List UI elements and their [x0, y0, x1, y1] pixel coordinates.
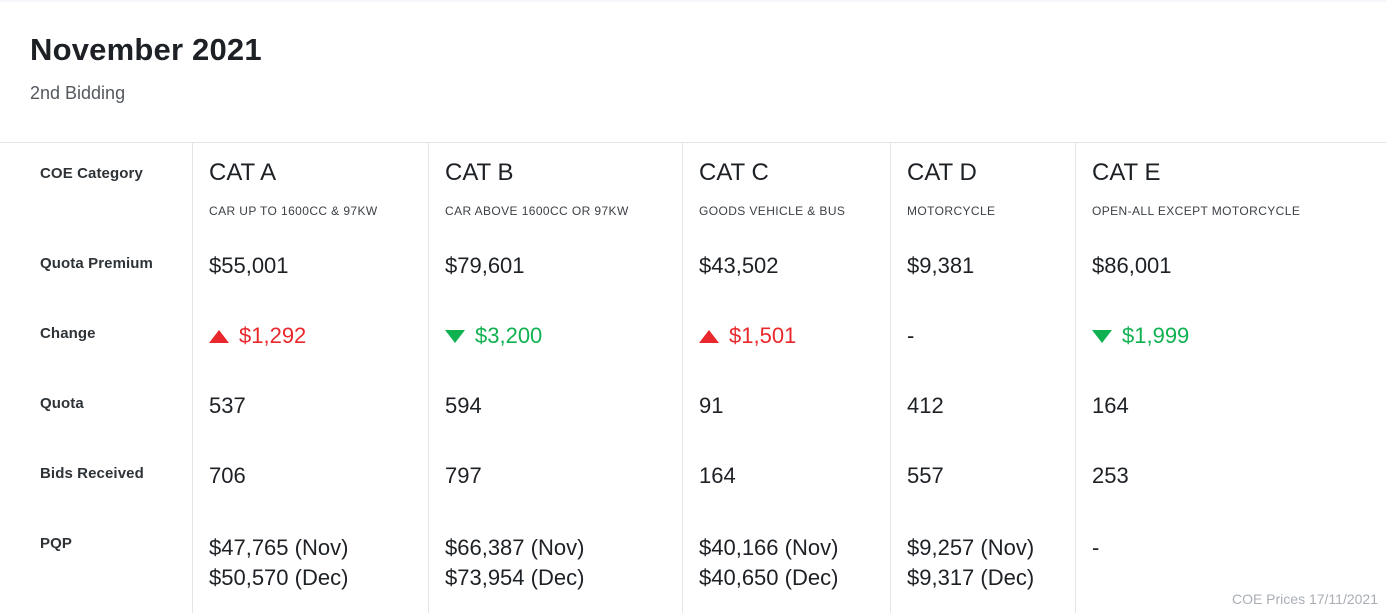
- pqp-value-dec: $40,650 (Dec): [699, 565, 839, 590]
- change-cell: $1,999: [1076, 311, 1386, 381]
- quota-value: 537: [209, 393, 246, 418]
- pqp-value-nov: -: [1092, 535, 1100, 560]
- pqp-value-nov: $66,387 (Nov): [445, 535, 585, 560]
- pqp-cell: $66,387 (Nov) $73,954 (Dec): [429, 521, 682, 613]
- source-note: COE Prices 17/11/2021: [1231, 591, 1378, 607]
- bids-received-value: 557: [907, 463, 944, 488]
- change-direction-icon: [699, 330, 719, 343]
- column-cat-d: CAT D MOTORCYCLE $9,381 - 412 557 $9,257…: [890, 143, 1075, 613]
- category-name: CAT B: [445, 159, 514, 186]
- pqp-cell: $47,765 (Nov) $50,570 (Dec): [193, 521, 428, 613]
- pqp-value-dec: $50,570 (Dec): [209, 565, 349, 590]
- category-name: CAT A: [209, 159, 277, 186]
- bids-received-value: 706: [209, 463, 246, 488]
- change-cell: -: [891, 311, 1075, 381]
- category-description: CAR ABOVE 1600CC OR 97KW: [445, 204, 629, 218]
- change-cell: $1,292: [193, 311, 428, 381]
- pqp-cell: $40,166 (Nov) $40,650 (Dec): [683, 521, 890, 613]
- quota-premium-value: $9,381: [907, 253, 975, 278]
- column-cat-a: CAT A CAR UP TO 1600CC & 97KW $55,001 $1…: [192, 143, 428, 613]
- quota-premium-value: $79,601: [445, 253, 525, 278]
- change-direction-icon: [1092, 330, 1112, 343]
- quota-value: 594: [445, 393, 482, 418]
- coe-results-table: COE Category Quota Premium Change Quota …: [0, 142, 1386, 613]
- row-labels-column: COE Category Quota Premium Change Quota …: [0, 143, 192, 613]
- change-direction-icon: [209, 330, 229, 343]
- change-value: $1,999: [1122, 323, 1190, 348]
- page-subtitle: 2nd Bidding: [30, 83, 126, 103]
- category-name: CAT D: [907, 159, 977, 186]
- row-label-quota-premium: Quota Premium: [40, 255, 153, 272]
- quota-value: 91: [699, 393, 724, 418]
- quota-premium-value: $43,502: [699, 253, 779, 278]
- change-cell: $1,501: [683, 311, 890, 381]
- quota-value: 412: [907, 393, 944, 418]
- category-description: GOODS VEHICLE & BUS: [699, 204, 846, 218]
- bids-received-value: 253: [1092, 463, 1129, 488]
- row-label-change: Change: [40, 325, 96, 342]
- bids-received-value: 797: [445, 463, 482, 488]
- change-value: $3,200: [475, 323, 543, 348]
- category-name: CAT C: [699, 159, 769, 186]
- row-label-coe-category: COE Category: [40, 165, 143, 182]
- pqp-cell: $9,257 (Nov) $9,317 (Dec): [891, 521, 1075, 613]
- column-cat-b: CAT B CAR ABOVE 1600CC OR 97KW $79,601 $…: [428, 143, 682, 613]
- page-header: November 2021 2nd Bidding: [0, 2, 1386, 142]
- column-cat-e: CAT E OPEN-ALL EXCEPT MOTORCYCLE $86,001…: [1075, 143, 1386, 613]
- pqp-value-nov: $47,765 (Nov): [209, 535, 349, 560]
- quota-premium-value: $86,001: [1092, 253, 1172, 278]
- page-title: November 2021: [30, 32, 262, 67]
- column-cat-c: CAT C GOODS VEHICLE & BUS $43,502 $1,501…: [682, 143, 890, 613]
- change-cell: $3,200: [429, 311, 682, 381]
- category-description: CAR UP TO 1600CC & 97KW: [209, 204, 378, 218]
- pqp-value-dec: $9,317 (Dec): [907, 565, 1035, 590]
- change-value: -: [907, 323, 915, 348]
- bids-received-value: 164: [699, 463, 736, 488]
- pqp-cell: -: [1076, 521, 1386, 613]
- pqp-value-nov: $40,166 (Nov): [699, 535, 839, 560]
- pqp-value-dec: $73,954 (Dec): [445, 565, 585, 590]
- category-description: OPEN-ALL EXCEPT MOTORCYCLE: [1092, 204, 1301, 218]
- category-name: CAT E: [1092, 159, 1161, 186]
- row-label-pqp: PQP: [40, 535, 72, 552]
- quota-premium-value: $55,001: [209, 253, 289, 278]
- pqp-value-nov: $9,257 (Nov): [907, 535, 1035, 560]
- row-label-quota: Quota: [40, 395, 84, 412]
- quota-value: 164: [1092, 393, 1129, 418]
- change-value: $1,292: [239, 323, 307, 348]
- change-direction-icon: [445, 330, 465, 343]
- category-description: MOTORCYCLE: [907, 204, 996, 218]
- row-label-bids-received: Bids Received: [40, 465, 144, 482]
- change-value: $1,501: [729, 323, 797, 348]
